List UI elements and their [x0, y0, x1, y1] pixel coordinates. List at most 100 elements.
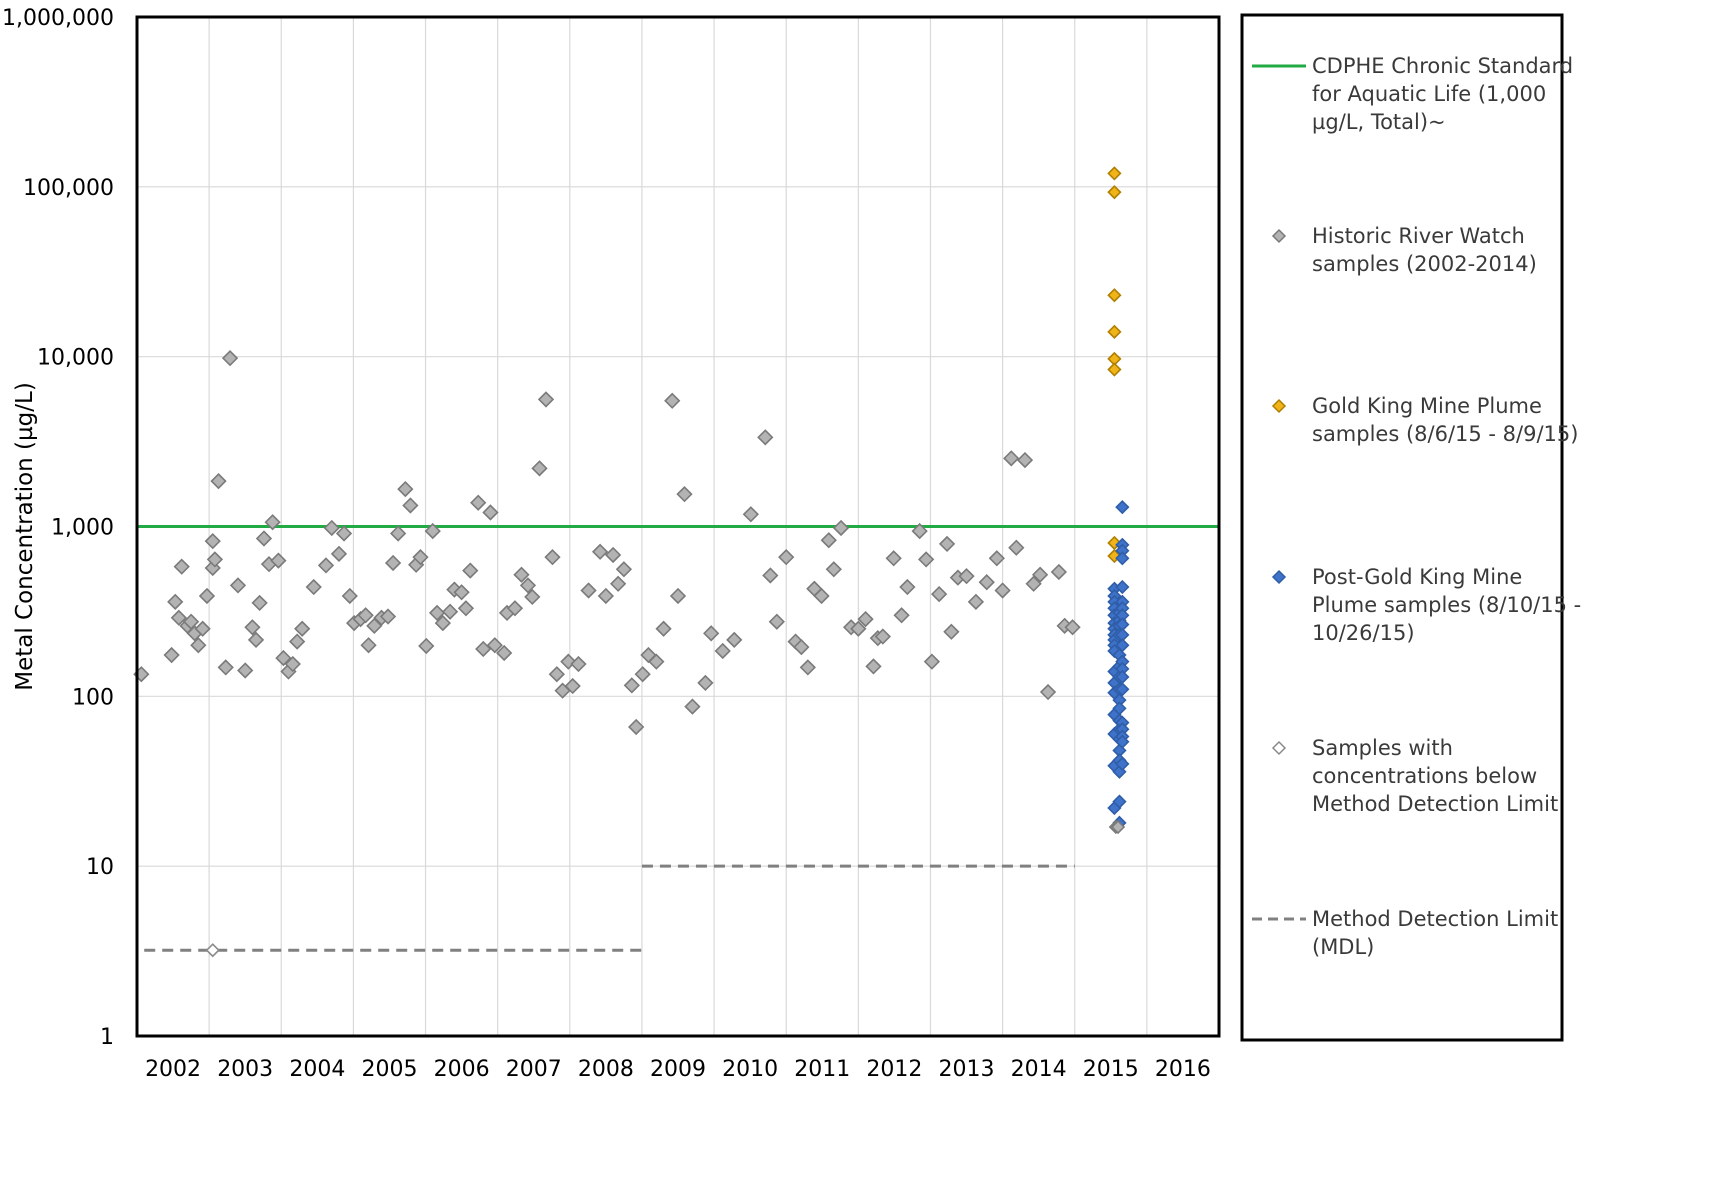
historic-sample-point — [173, 558, 190, 575]
historic-sample-point — [251, 594, 268, 612]
plume-sample-point — [1107, 166, 1122, 181]
historic-sample-point — [210, 472, 227, 490]
y-tick-label: 100 — [72, 685, 114, 710]
below-mdl-sample-point — [205, 943, 220, 958]
historic-sample-point — [206, 551, 224, 568]
historic-sample-point — [221, 350, 239, 367]
historic-sample-point — [402, 497, 419, 514]
x-tick-label: 2009 — [650, 1057, 706, 1082]
historic-sample-point — [703, 625, 720, 642]
historic-sample-point — [470, 494, 487, 511]
historic-sample-point — [317, 557, 335, 574]
historic-sample-point — [531, 460, 548, 477]
legend-label: Post-Gold King Mine Plume samples (8/10/1… — [1312, 565, 1581, 645]
historic-sample-point — [294, 620, 311, 637]
historic-sample-point — [978, 574, 995, 591]
y-tick-label: 10,000 — [37, 346, 114, 371]
historic-sample-point — [1003, 450, 1020, 467]
historic-sample-point — [597, 587, 614, 605]
historic-sample-point — [988, 550, 1005, 567]
x-tick-label: 2011 — [794, 1057, 850, 1082]
historic-sample-point — [453, 584, 470, 601]
legend-label: CDPHE Chronic Standard for Aquatic Life (… — [1312, 54, 1573, 134]
historic-sample-point — [524, 588, 541, 606]
historic-sample-point — [570, 655, 587, 673]
historic-sample-point — [813, 587, 830, 605]
post-plume-sample-point — [1115, 638, 1130, 653]
post-plume-sample-point — [1115, 500, 1130, 515]
historic-sample-point — [850, 620, 867, 637]
historic-sample-point — [379, 608, 397, 625]
historic-sample-point — [967, 593, 985, 610]
historic-sample-point — [548, 666, 565, 683]
historic-sample-point — [911, 522, 928, 540]
historic-sample-point — [544, 549, 561, 566]
historic-sample-point — [726, 631, 743, 649]
post-plume-sample-point — [1115, 682, 1130, 697]
historic-sample-point — [604, 546, 622, 564]
historic-sample-point — [244, 619, 261, 636]
x-axis-ticks: 2002 2003 2004 2005 2006 2007 2008 2009 2010 2011… — [145, 1057, 1211, 1082]
historic-sample-point — [412, 549, 429, 566]
legend-label: Gold King Mine Plume samples (8/6/15 - 8/… — [1312, 394, 1578, 446]
legend-historic-swatch — [1271, 228, 1287, 244]
historic-sample-point — [994, 582, 1011, 599]
historic-sample-point — [457, 600, 475, 617]
historic-sample-point — [537, 391, 555, 408]
x-tick-label: 2014 — [1011, 1057, 1067, 1082]
historic-sample-point — [923, 653, 941, 670]
historic-sample-point — [634, 666, 651, 683]
plume-sample-point — [1107, 185, 1122, 200]
historic-sample-point — [305, 578, 322, 596]
y-tick-label: 1,000,000 — [2, 6, 114, 31]
historic-sample-point — [893, 607, 910, 624]
y-tick-label: 100,000 — [23, 176, 114, 201]
historic-sample-point — [434, 614, 451, 632]
historic-sample-point — [462, 562, 479, 579]
legend-label: Method Detection Limit (MDL) — [1312, 907, 1558, 959]
historic-sample-point — [506, 600, 524, 617]
legend-below_mdl-swatch — [1271, 740, 1287, 756]
x-tick-label: 2015 — [1083, 1057, 1139, 1082]
data-points — [133, 166, 1130, 958]
historic-sample-point — [943, 623, 960, 640]
historic-sample-point — [930, 585, 948, 603]
historic-sample-point — [958, 568, 975, 585]
historic-sample-point — [591, 543, 609, 560]
historic-sample-point — [384, 554, 402, 572]
historic-sample-point — [194, 620, 211, 637]
legend-plume-swatch — [1271, 398, 1287, 414]
historic-sample-point — [899, 578, 916, 596]
historic-sample-point — [482, 504, 499, 521]
historic-sample-point — [519, 577, 537, 594]
historic-sample-point — [885, 550, 902, 567]
historic-sample-point — [762, 567, 779, 584]
historic-sample-point — [825, 561, 842, 578]
historic-sample-point — [714, 642, 731, 660]
historic-sample-point — [323, 519, 340, 537]
historic-sample-point — [820, 532, 837, 549]
x-tick-label: 2004 — [289, 1057, 345, 1082]
historic-sample-point — [857, 610, 874, 628]
historic-sample-point — [664, 392, 681, 409]
historic-sample-point — [270, 552, 287, 569]
historic-sample-point — [793, 638, 810, 656]
historic-sample-point — [341, 587, 358, 605]
historic-sample-point — [1008, 539, 1025, 556]
historic-sample-point — [1064, 619, 1081, 636]
plume-sample-point — [1107, 324, 1122, 339]
historic-sample-point — [1050, 563, 1067, 581]
historic-sample-point — [475, 640, 492, 658]
historic-sample-point — [357, 607, 374, 624]
historic-sample-point — [757, 429, 774, 446]
historic-sample-point — [182, 613, 200, 630]
historic-sample-point — [697, 674, 714, 692]
historic-sample-point — [204, 533, 221, 550]
historic-sample-point — [486, 637, 503, 654]
y-axis-ticks: 1 10 100 1,000 10,000 100,000 1,000,000 — [2, 6, 114, 1050]
historic-sample-point — [874, 628, 891, 645]
historic-sample-point — [255, 530, 273, 547]
historic-sample-point — [1039, 683, 1057, 701]
historic-sample-point — [609, 575, 627, 592]
